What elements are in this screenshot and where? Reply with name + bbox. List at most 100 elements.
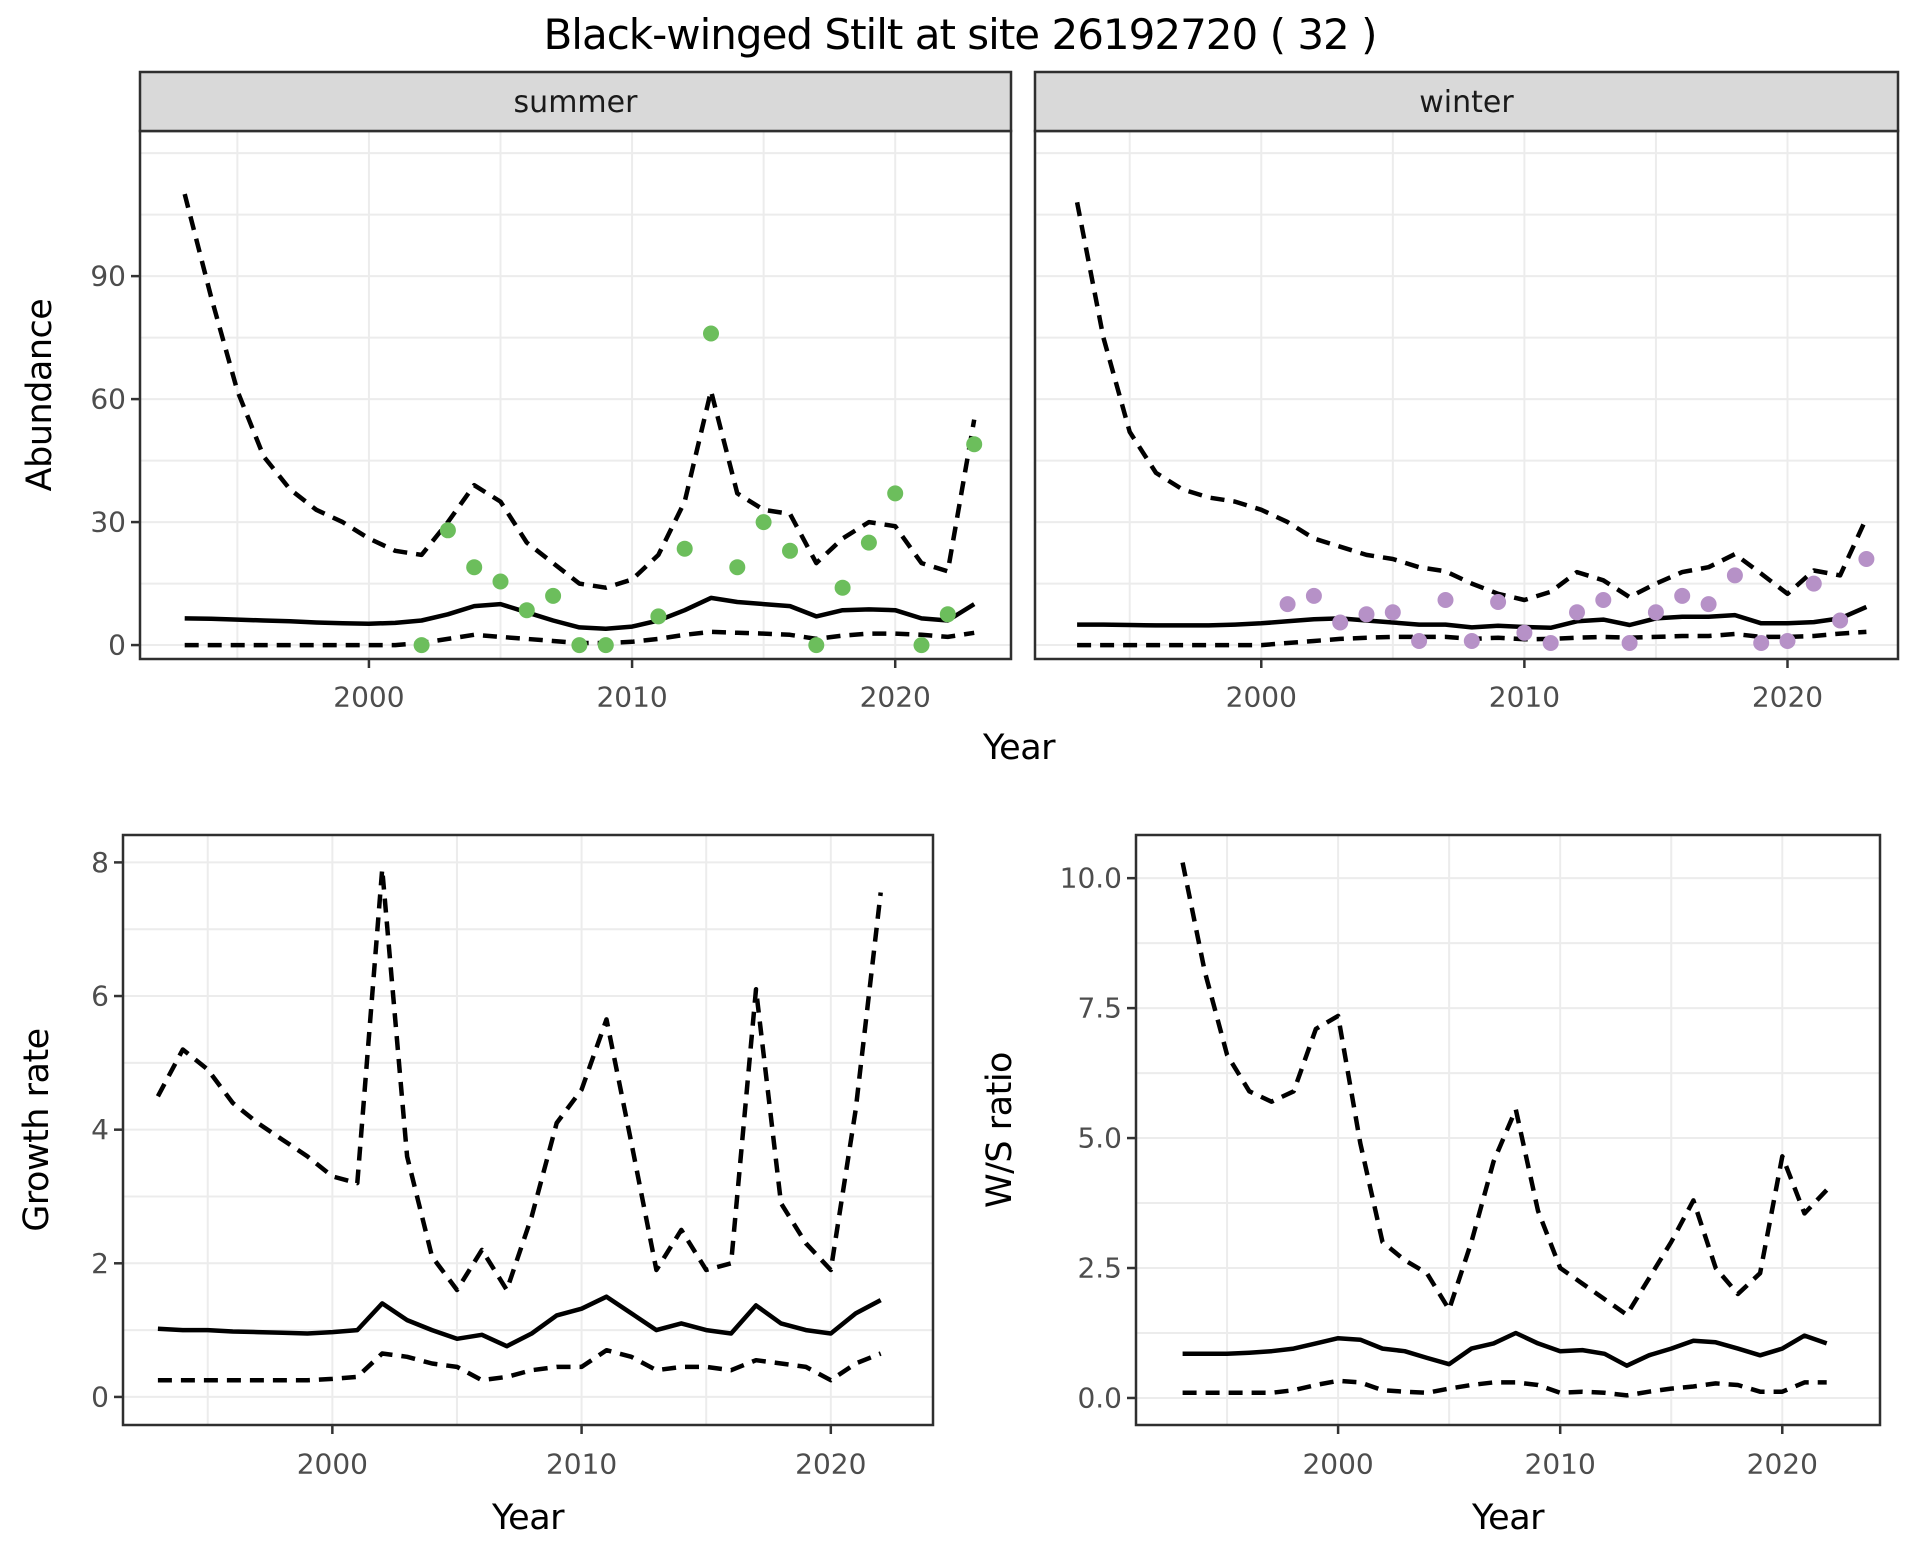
facet-strip	[1033, 70, 1900, 133]
y-tick-label: 10.0	[1060, 862, 1122, 895]
data-point-observed-counts-summer	[466, 559, 483, 576]
x-axis-title-growth-rate: Year	[491, 1498, 565, 1538]
data-point-observed-counts-winter	[1779, 633, 1796, 649]
data-point-observed-counts-summer	[782, 542, 798, 559]
x-tick-label: 2000	[333, 681, 404, 714]
data-point-observed-counts-summer	[439, 522, 456, 539]
panel-background	[1035, 131, 1898, 659]
panel-growth-rate: 2000 2010 2020 0 2 4 6 8	[91, 833, 935, 1481]
x-tick-label: 2020	[1752, 681, 1823, 714]
data-point-observed-counts-winter	[1516, 624, 1533, 641]
median-line	[184, 595, 976, 631]
data-point-observed-counts-winter	[1832, 612, 1849, 629]
data-point-observed-counts-winter	[1700, 596, 1717, 613]
data-point-observed-counts-winter	[1542, 635, 1559, 651]
data-point-observed-counts-winter	[1279, 596, 1296, 613]
data-point-observed-counts-summer	[703, 325, 719, 342]
y-axis-title-growth-rate: Growth rate	[17, 1028, 57, 1232]
data-point-observed-counts-summer	[887, 485, 904, 502]
y-tick-label: 6	[91, 980, 109, 1013]
data-point-observed-counts-summer	[729, 559, 746, 576]
data-point-observed-counts-winter	[1805, 575, 1822, 592]
x-tick-label: 2000	[1226, 681, 1297, 714]
data-point-observed-counts-winter	[1858, 551, 1875, 567]
data-point-observed-counts-winter	[1332, 614, 1349, 631]
data-point-observed-counts-winter	[1305, 587, 1322, 604]
data-point-observed-counts-summer	[492, 573, 509, 590]
data-point-observed-counts-summer	[571, 637, 588, 654]
data-point-observed-counts-summer	[834, 579, 851, 596]
data-point-observed-counts-summer	[966, 436, 983, 453]
x-tick-label: 2000	[1302, 1448, 1373, 1481]
data-point-observed-counts-winter	[1463, 633, 1480, 649]
median-line	[1077, 604, 1868, 631]
x-tick-label: 2020	[1747, 1448, 1818, 1481]
y-tick-label: 90	[90, 260, 126, 293]
panel-background	[140, 131, 1011, 659]
median-line	[1182, 1330, 1828, 1368]
upper_ci-line	[182, 193, 977, 590]
y-tick-label: 2	[91, 1247, 109, 1280]
data-point-observed-counts-winter	[1621, 635, 1638, 651]
facet-strip	[138, 70, 1013, 133]
lower_ci-line	[1182, 1378, 1827, 1398]
panel-abundance-winter: winter 2000 2010 2020	[1033, 70, 1900, 714]
y-tick-label: 0.0	[1077, 1381, 1122, 1414]
y-tick-label: 8	[91, 846, 109, 879]
data-point-observed-counts-winter	[1674, 587, 1691, 604]
lower_ci-line	[157, 1347, 882, 1383]
data-point-observed-counts-winter	[1726, 567, 1743, 584]
data-point-observed-counts-winter	[1411, 633, 1428, 649]
x-tick-label: 2000	[297, 1448, 368, 1481]
data-point-observed-counts-summer	[860, 534, 877, 551]
x-tick-label: 2010	[1489, 681, 1560, 714]
y-tick-label: 0	[108, 629, 126, 662]
data-point-observed-counts-summer	[676, 540, 693, 557]
y-tick-label: 2.5	[1077, 1252, 1122, 1285]
data-point-observed-counts-summer	[413, 637, 430, 654]
data-point-observed-counts-summer	[545, 587, 562, 604]
data-point-observed-counts-winter	[1595, 592, 1612, 608]
x-tick-label: 2010	[596, 681, 667, 714]
median-line	[157, 1294, 882, 1349]
x-tick-label: 2020	[795, 1448, 866, 1481]
chart-title: Black-winged Stilt at site 26192720 ( 32…	[543, 10, 1377, 59]
x-tick-label: 2010	[546, 1448, 617, 1481]
data-point-observed-counts-summer	[597, 637, 614, 654]
data-point-observed-counts-summer	[518, 602, 535, 619]
x-tick-label: 2020	[860, 681, 931, 714]
data-point-observed-counts-winter	[1437, 592, 1454, 608]
y-tick-label: 5.0	[1077, 1122, 1122, 1155]
data-point-observed-counts-winter	[1753, 635, 1770, 651]
y-axis-title-ws-ratio: W/S ratio	[980, 1052, 1020, 1208]
y-axis-title-abundance: Abundance	[20, 298, 60, 492]
data-point-observed-counts-summer	[755, 514, 772, 531]
data-point-observed-counts-summer	[913, 637, 930, 654]
facet-label: summer	[514, 85, 639, 120]
upper_ci-line	[1180, 862, 1829, 1318]
y-tick-label: 4	[91, 1113, 109, 1146]
data-point-observed-counts-winter	[1647, 604, 1664, 621]
data-point-observed-counts-winter	[1490, 594, 1507, 610]
facet-label: winter	[1419, 85, 1514, 120]
panel-border	[1134, 833, 1882, 1427]
y-tick-label: 30	[90, 506, 126, 539]
x-axis-title-top: Year	[982, 728, 1056, 768]
x-axis-title-ws-ratio: Year	[1471, 1498, 1545, 1538]
data-point-observed-counts-winter	[1358, 606, 1375, 623]
upper_ci-line	[155, 866, 883, 1293]
panel-abundance-summer: summer 2000 2010 2020 0 30 60 90	[90, 70, 1013, 714]
y-tick-label: 0	[91, 1380, 109, 1413]
y-tick-label: 60	[90, 383, 126, 416]
x-tick-label: 2010	[1525, 1448, 1596, 1481]
y-tick-label: 7.5	[1077, 992, 1122, 1025]
data-point-observed-counts-summer	[808, 637, 825, 654]
data-point-observed-counts-winter	[1384, 604, 1401, 621]
data-point-observed-counts-summer	[939, 606, 956, 623]
data-point-observed-counts-winter	[1569, 604, 1585, 621]
data-point-observed-counts-summer	[650, 608, 667, 625]
panel-ws-ratio: 2000 2010 2020 0.0 2.5 5.0 7.5 10.0	[1060, 833, 1882, 1481]
upper_ci-line	[1074, 201, 1869, 603]
